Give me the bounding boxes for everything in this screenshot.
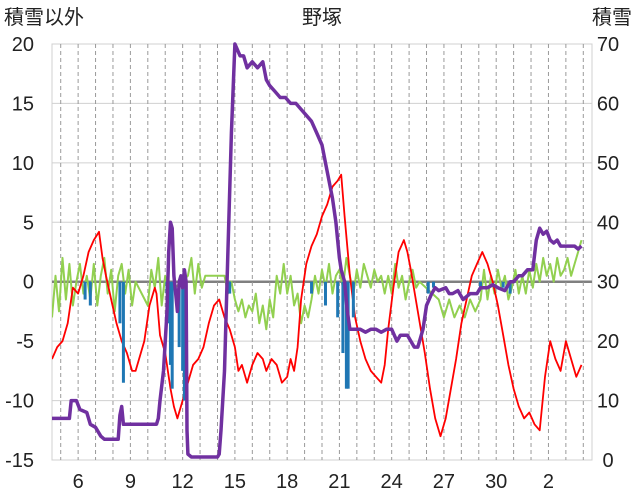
x-tick-label: 15 [224,471,246,493]
left-axis-label: 積雪以外 [4,5,84,29]
precip-bar [346,281,350,389]
precip-bar [181,281,185,371]
precip-bar [121,281,125,383]
precip-bar [118,281,122,324]
x-tick-label: 21 [328,471,350,493]
x-tick-label: 6 [73,471,84,493]
left-tick-label: -10 [5,391,34,413]
precip-bar [170,281,174,389]
temperature-line [52,173,583,438]
series-group [52,42,583,459]
plot-area [52,42,583,459]
right-tick-label: 70 [597,34,619,56]
gridlines [51,43,593,461]
precip-bar [182,281,186,401]
precip-bar [323,281,327,306]
left-tick-label: 10 [12,153,34,175]
left-axis-ticks: -15 -10 -5 0 5 10 15 20 [5,34,34,472]
left-tick-label: 0 [23,272,34,294]
x-tick-label: 2 [543,471,554,493]
x-tick-label: 12 [172,471,194,493]
left-tick-label: 15 [12,93,34,115]
right-tick-label: 0 [602,450,613,472]
precip-bar [177,281,181,348]
right-tick-label: 30 [597,272,619,294]
right-axis-label: 積雪 [592,5,632,29]
precip-bar [336,281,340,318]
left-tick-label: -5 [16,331,34,353]
precip-bar [168,281,172,365]
precip-bar [344,281,348,389]
precip-bar [501,281,505,288]
right-tick-label: 40 [597,212,619,234]
precip-bar [431,281,435,288]
x-tick-label: 27 [433,471,455,493]
precip-bar [426,281,430,294]
precip-bar [508,281,512,294]
snow-depth-line [52,42,583,459]
right-tick-label: 50 [597,153,619,175]
precip-bar [83,281,87,300]
chart-title: 野塚 [302,5,342,29]
x-tick-label: 24 [381,471,403,493]
precip-bar [341,281,345,354]
right-tick-label: 60 [597,93,619,115]
x-tick-label: 9 [125,471,136,493]
right-tick-label: 20 [597,331,619,353]
right-tick-label: 10 [597,391,619,413]
precip-bar [479,281,483,288]
left-tick-label: 5 [23,212,34,234]
right-axis-ticks: 0 10 20 30 40 50 60 70 [597,34,619,472]
left-tick-label: -15 [5,450,34,472]
left-tick-label: 20 [12,34,34,56]
precip-bar [88,281,92,306]
precip-bar [310,281,314,294]
precip-bar [351,281,355,318]
x-axis-ticks: 6 9 12 15 18 21 24 27 30 2 [73,471,554,493]
x-tick-label: 30 [485,471,507,493]
x-tick-label: 18 [276,471,298,493]
wind-line [52,239,583,331]
precip-bar [228,281,232,294]
